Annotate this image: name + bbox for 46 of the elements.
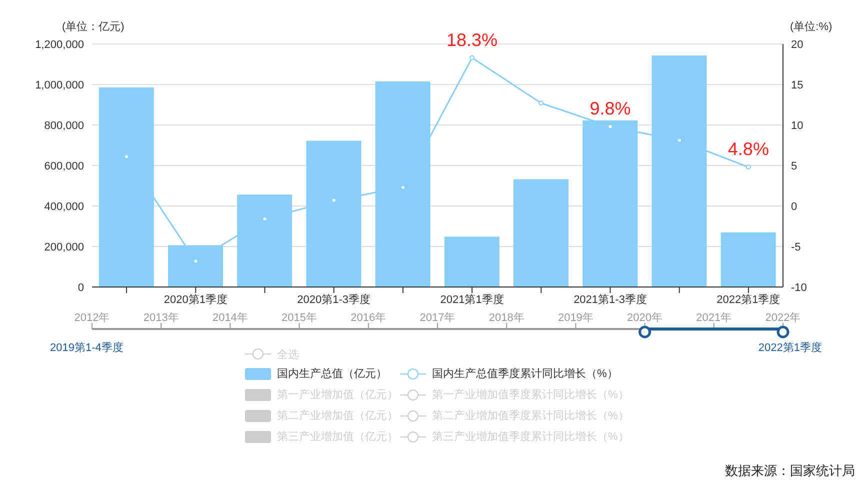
text: 2019第1-4季度 xyxy=(50,341,124,354)
data-label: 9.8% xyxy=(590,98,631,119)
y2-tick-label: 15 xyxy=(791,79,804,92)
bar xyxy=(444,236,500,287)
legend-label: 国内生产总值（亿元） xyxy=(277,366,387,381)
point xyxy=(470,55,475,60)
x2-tick-label: 2015年 xyxy=(282,312,318,324)
x2-tick-label: 2018年 xyxy=(488,312,524,324)
x2-tick-label: 2016年 xyxy=(350,312,386,324)
x2-tick-label: 2021年 xyxy=(696,312,732,324)
bar xyxy=(514,179,569,287)
x-tick-label: 2021第1季度 xyxy=(440,292,504,306)
x-tick-label: 2020第1季度 xyxy=(164,292,228,306)
bar xyxy=(720,232,776,287)
y-tick-label: 1,200,000 xyxy=(35,38,84,51)
y-tick-label: 600,000 xyxy=(44,160,84,172)
point xyxy=(746,164,751,170)
x2-tick-label: 2017年 xyxy=(420,312,456,324)
x-tick-label: 2021第1-3季度 xyxy=(574,292,647,306)
y-tick-label: 0 xyxy=(78,282,84,294)
y-axis-title: (单位：亿元) xyxy=(62,20,124,33)
legend-label: 国内生产总值季度累计同比增长（%） xyxy=(432,366,618,381)
point xyxy=(538,100,544,106)
text: 2022第1季度 xyxy=(758,341,822,354)
data-label: 4.8% xyxy=(728,139,769,160)
y-tick-label: 200,000 xyxy=(44,241,84,254)
y-tick-label: 400,000 xyxy=(44,200,84,213)
y2-tick-label: 10 xyxy=(791,120,804,132)
x2-tick-label: 2014年 xyxy=(212,312,248,324)
x2-tick-label: 2022年 xyxy=(765,312,801,324)
y2-tick-label: -5 xyxy=(791,241,801,254)
y2-tick-label: 5 xyxy=(791,160,798,172)
y2-tick-label: 0 xyxy=(791,200,798,213)
source-note: 数据来源：国家统计局 xyxy=(725,463,855,478)
y2-axis-title: (单位:%) xyxy=(790,20,832,33)
x2-tick-label: 2019年 xyxy=(558,312,594,324)
y2-tick-label: 20 xyxy=(791,38,804,51)
x-tick-label: 2022第1季度 xyxy=(716,292,780,306)
x2-tick-label: 2012年 xyxy=(74,312,110,324)
y-tick-label: 800,000 xyxy=(44,120,84,132)
data-label: 18.3% xyxy=(446,30,498,50)
y-tick-label: 1,000,000 xyxy=(35,79,84,92)
x2-tick-label: 2013年 xyxy=(143,312,179,324)
y2-tick-label: -10 xyxy=(791,282,807,294)
x2-tick-label: 2020年 xyxy=(627,312,663,324)
x-tick-label: 2020第1-3季度 xyxy=(297,292,371,306)
